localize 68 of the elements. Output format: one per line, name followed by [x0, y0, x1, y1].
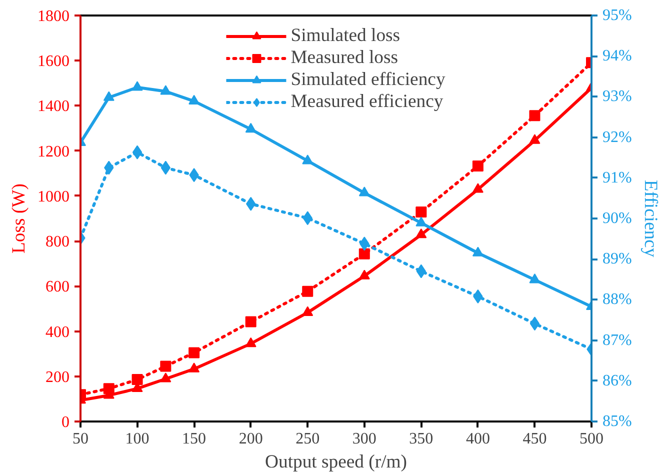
y2-tick-label: 94%: [602, 48, 632, 65]
point: [160, 372, 172, 382]
y2-tick-label: 90%: [602, 210, 632, 227]
x-tick-label: 100: [125, 430, 150, 448]
y-tick-label: 800: [46, 234, 70, 251]
legend-label: Measured efficiency: [290, 91, 444, 113]
point: [245, 337, 256, 348]
point: [132, 81, 143, 91]
point: [472, 183, 484, 193]
y2-tick-label: 87%: [602, 332, 632, 349]
point: [472, 246, 484, 256]
point: [103, 383, 114, 394]
x-tick-label: 300: [352, 430, 376, 448]
x-tick-label: 250: [296, 430, 320, 448]
point: [132, 374, 143, 386]
y-tick-label: 1200: [38, 143, 70, 160]
point: [358, 186, 370, 196]
x-tick-label: 150: [182, 430, 206, 448]
y-axis-title: Loss (W): [8, 184, 30, 254]
point: [358, 270, 370, 280]
point: [302, 154, 314, 164]
x-tick-label: 500: [580, 430, 604, 448]
legend-label: Simulated efficiency: [290, 69, 446, 91]
point: [416, 216, 427, 226]
point: [302, 306, 314, 316]
y2-tick-label: 85%: [602, 413, 632, 430]
point: [245, 316, 256, 328]
y-tick-label: 1400: [38, 98, 70, 116]
legend-label: Measured loss: [290, 47, 398, 69]
y2-tick-label: 88%: [602, 291, 632, 308]
x-tick-label: 400: [466, 430, 490, 448]
x-tick-label: 450: [522, 430, 547, 448]
point: [530, 316, 540, 331]
point: [358, 248, 370, 260]
y-tick-label: 1600: [38, 53, 70, 70]
x-tick-label: 350: [409, 430, 434, 448]
y2-tick-label: 95%: [602, 7, 632, 24]
point: [529, 274, 540, 284]
y-tick-label: 200: [46, 368, 70, 386]
point: [160, 360, 172, 372]
point: [472, 160, 484, 172]
y2-tick-label: 86%: [602, 372, 632, 390]
y-tick-label: 400: [46, 324, 70, 341]
point: [188, 362, 200, 372]
legend-label: Simulated loss: [290, 25, 400, 47]
point: [302, 286, 314, 297]
point: [416, 206, 427, 218]
x-tick-label: 200: [238, 430, 263, 448]
point: [132, 145, 142, 160]
y-tick-label: 1000: [38, 188, 70, 206]
point: [416, 228, 427, 238]
y2-tick-label: 93%: [602, 88, 632, 106]
point: [529, 110, 540, 122]
point: [245, 122, 256, 133]
y2-axis-title: Efficiency: [640, 180, 661, 258]
x-axis-title: Output speed (r/m): [265, 452, 407, 472]
y2-tick-label: 91%: [602, 169, 632, 186]
y-tick-label: 600: [46, 278, 70, 296]
point: [188, 347, 200, 358]
y-tick-label: 0: [62, 414, 70, 431]
y-tick-label: 1800: [38, 8, 70, 25]
point: [103, 91, 114, 101]
y2-tick-label: 92%: [602, 128, 632, 146]
point: [188, 94, 200, 105]
x-tick-label: 50: [72, 430, 88, 448]
point: [160, 85, 172, 95]
y2-tick-label: 89%: [602, 250, 632, 268]
point: [529, 134, 540, 144]
